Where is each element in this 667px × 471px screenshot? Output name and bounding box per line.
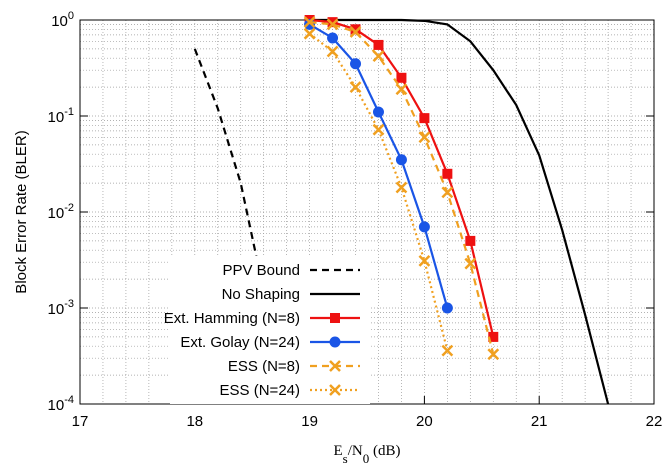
marker [487, 348, 500, 361]
marker [419, 113, 430, 124]
marker [418, 221, 430, 233]
marker [395, 181, 408, 194]
marker [373, 39, 384, 50]
x-tick-label: 21 [531, 413, 548, 430]
legend-marker [329, 336, 341, 348]
marker [372, 50, 385, 63]
legend-label: Ext. Hamming (N=8) [164, 310, 300, 327]
legend-background [170, 256, 370, 404]
x-tick-label: 22 [646, 413, 663, 430]
y-tick-label: 10-2 [48, 202, 74, 222]
legend: PPV Bound No Shaping Ext. Hamming (N=8) Ext… [164, 256, 370, 404]
x-tick-label: 18 [186, 413, 203, 430]
marker [349, 81, 362, 93]
y-tick-label: 10-1 [48, 106, 74, 126]
marker [464, 257, 477, 270]
marker [350, 58, 362, 70]
marker [418, 131, 431, 144]
marker [465, 235, 476, 246]
marker [326, 45, 339, 58]
legend-label: ESS (N=24) [220, 382, 300, 399]
marker [327, 17, 338, 28]
marker [303, 16, 316, 29]
marker [418, 254, 431, 267]
y-tick-label: 10-4 [48, 394, 74, 414]
marker [441, 344, 454, 357]
marker [372, 106, 384, 118]
legend-label: Ext. Golay (N=24) [180, 334, 300, 351]
legend-marker [330, 313, 340, 323]
marker [441, 302, 453, 314]
y-tick-label: 100 [51, 10, 74, 30]
legend-label: No Shaping [222, 286, 300, 303]
series-line [309, 18, 610, 405]
y-axis-label: Block Error Rate (BLER) [13, 130, 30, 293]
marker [488, 331, 499, 342]
marker [372, 123, 385, 136]
marker [327, 32, 339, 44]
legend-label: PPV Bound [222, 262, 300, 279]
marker [350, 24, 361, 35]
y-tick-label: 10-3 [48, 298, 74, 318]
x-axis-label: Es/N0 (dB) [334, 443, 401, 466]
marker [303, 27, 316, 40]
marker [395, 83, 408, 96]
marker [349, 26, 362, 38]
marker [396, 72, 407, 83]
marker [442, 168, 453, 179]
x-tick-label: 17 [72, 413, 89, 430]
x-tick-label: 19 [301, 413, 318, 430]
legend-marker [329, 360, 341, 372]
legend-label: ESS (N=8) [228, 358, 300, 375]
marker [326, 18, 339, 31]
marker [441, 186, 454, 199]
legend-marker [329, 384, 341, 396]
marker [395, 154, 407, 166]
x-tick-label: 20 [416, 413, 433, 430]
